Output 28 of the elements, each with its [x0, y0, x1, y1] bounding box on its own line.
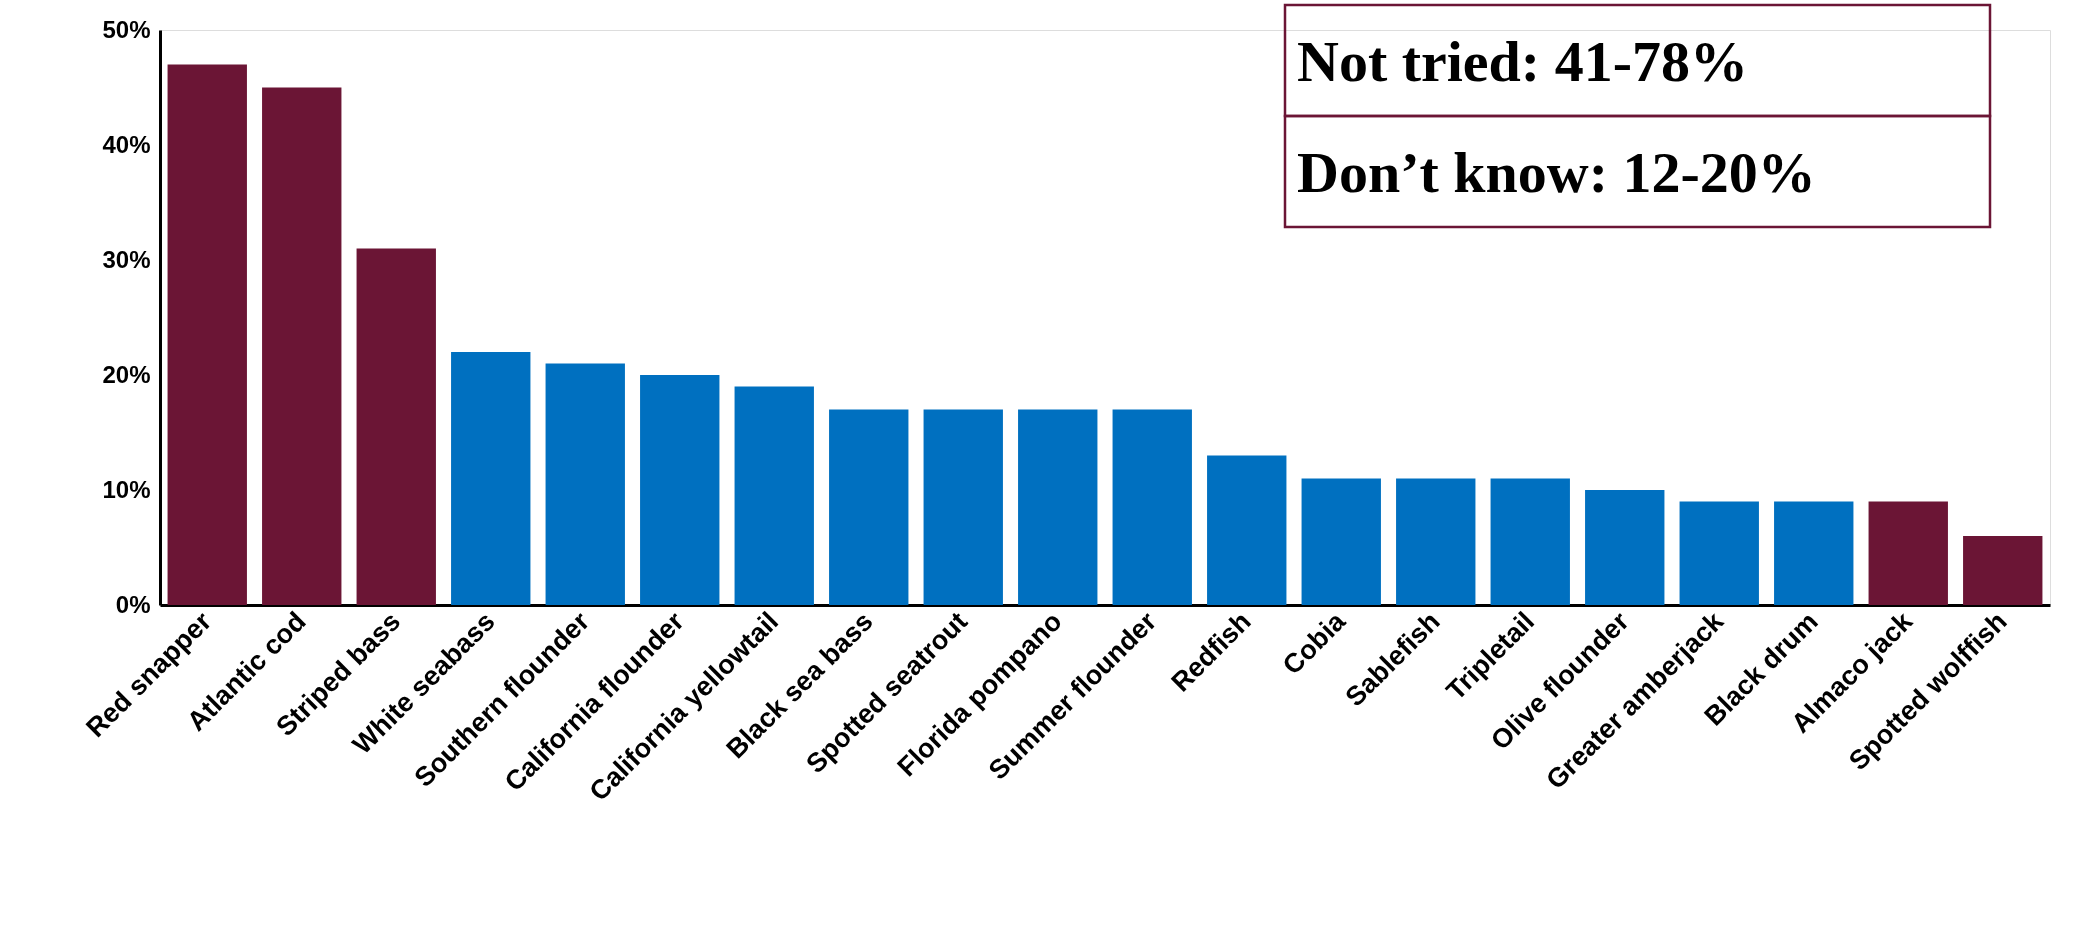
annotation: Not tried: 41-78% — [1297, 28, 1749, 94]
bar — [1112, 409, 1192, 605]
bar — [167, 64, 247, 605]
bar — [640, 375, 720, 605]
bar — [1963, 536, 2043, 605]
y-tick-label: 20% — [102, 360, 151, 388]
bar — [451, 352, 531, 605]
y-tick-label: 10% — [102, 475, 151, 503]
bar — [1301, 478, 1381, 605]
bar — [1490, 478, 1570, 605]
bar — [1868, 501, 1948, 605]
bar — [1774, 501, 1854, 605]
bar — [356, 248, 436, 605]
bar — [262, 87, 342, 605]
bar — [1679, 501, 1759, 605]
bar — [1018, 409, 1098, 605]
bar — [1396, 478, 1476, 605]
y-tick-label: 0% — [115, 590, 151, 618]
bar — [545, 363, 625, 605]
bar — [829, 409, 909, 605]
annotation: Don’t know: 12-20% — [1297, 139, 1816, 205]
y-tick-label: 40% — [102, 130, 151, 158]
bar — [734, 386, 814, 605]
bar — [923, 409, 1003, 605]
bar — [1585, 490, 1665, 605]
y-tick-label: 50% — [102, 15, 151, 43]
y-tick-label: 30% — [102, 245, 151, 273]
bar — [1207, 455, 1287, 605]
